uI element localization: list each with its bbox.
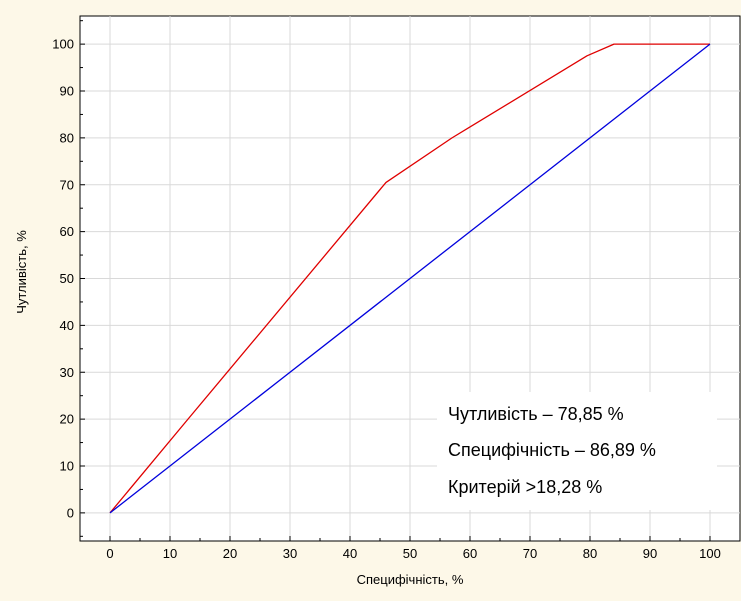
annotation-criterion: Критерій >18,28 % [448, 477, 602, 497]
y-tick-label: 10 [60, 459, 74, 474]
x-tick-label: 30 [283, 546, 297, 561]
annotation-specificity: Специфічність – 86,89 % [448, 440, 656, 460]
x-tick-label: 40 [343, 546, 357, 561]
x-tick-label: 100 [699, 546, 721, 561]
y-tick-label: 100 [52, 37, 74, 52]
y-tick-label: 90 [60, 84, 74, 99]
annotation-background [437, 392, 717, 510]
x-tick-label: 0 [106, 546, 113, 561]
x-tick-label: 70 [523, 546, 537, 561]
x-tick-label: 60 [463, 546, 477, 561]
x-tick-label: 20 [223, 546, 237, 561]
y-tick-label: 40 [60, 318, 74, 333]
annotation-sensitivity: Чутливість – 78,85 % [448, 404, 624, 424]
x-tick-label: 10 [163, 546, 177, 561]
y-tick-label: 70 [60, 177, 74, 192]
roc-curve-line [109, 43, 710, 514]
reference-diagonal-line [109, 43, 711, 514]
series-layer [109, 43, 711, 514]
y-axis-label: Чутливість, % [14, 230, 29, 314]
y-tick-label: 50 [60, 271, 74, 286]
y-tick-label: 0 [67, 505, 74, 520]
x-axis-label: Специфічність, % [357, 572, 464, 587]
x-tick-label: 90 [643, 546, 657, 561]
y-tick-label: 80 [60, 130, 74, 145]
x-tick-label: 50 [403, 546, 417, 561]
y-tick-label: 20 [60, 412, 74, 427]
tick-layer: 0 10 20 30 40 50 60 70 80 90 100 0 10 20 30 40 50 60 70 80 9… [52, 20, 741, 561]
y-tick-label: 30 [60, 365, 74, 380]
annotation-box: Чутливість – 78,85 % Специфічність – 86,… [437, 392, 717, 510]
x-tick-label: 80 [583, 546, 597, 561]
y-tick-label: 60 [60, 224, 74, 239]
